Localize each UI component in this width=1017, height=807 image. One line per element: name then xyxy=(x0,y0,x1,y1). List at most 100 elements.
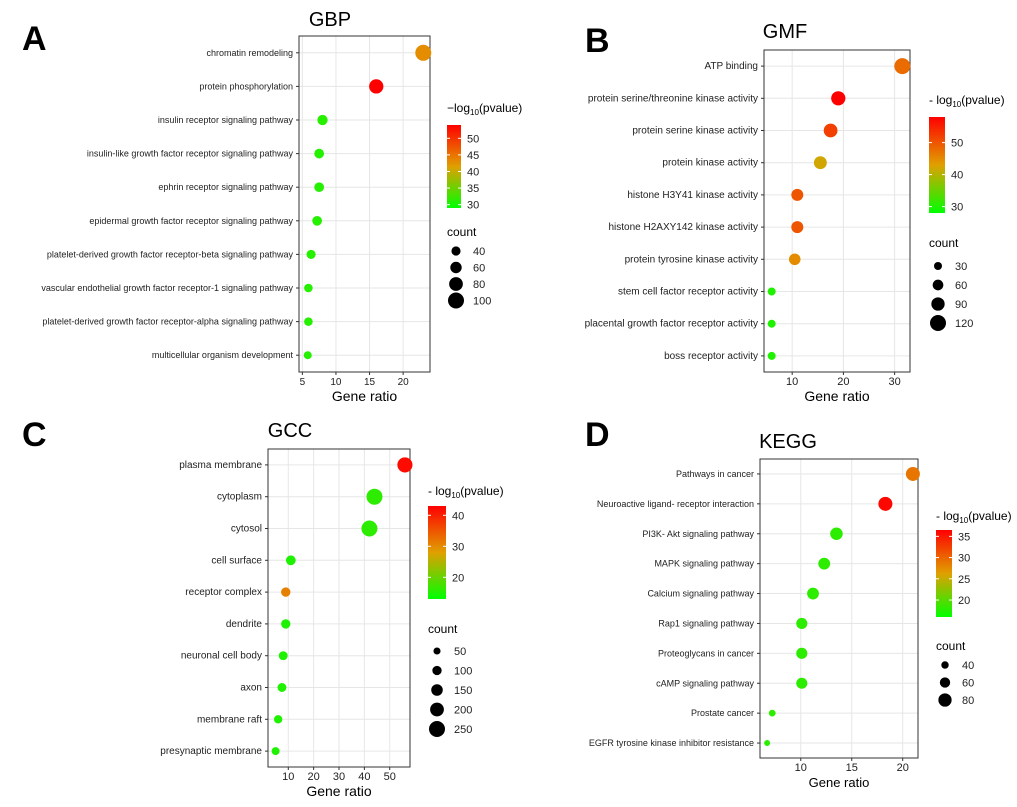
y-tick-label: axon xyxy=(240,683,262,694)
data-point xyxy=(285,555,296,566)
x-axis-label: Gene ratio xyxy=(332,388,398,404)
color-legend-label: 40 xyxy=(467,166,479,178)
x-tick-label: 20 xyxy=(837,376,849,388)
color-legend-label: 40 xyxy=(452,510,464,522)
plot-frame xyxy=(763,49,911,373)
x-tick-label: 20 xyxy=(398,377,410,388)
size-legend-label: 100 xyxy=(454,666,472,678)
size-legend-title: count xyxy=(929,236,959,250)
data-point xyxy=(281,619,291,629)
y-tick-label: Neuroactive ligand- receptor interaction xyxy=(597,499,754,509)
data-point xyxy=(304,283,313,293)
color-legend-label: 20 xyxy=(958,595,970,607)
y-tick-label: ephrin receptor signaling pathway xyxy=(158,182,293,192)
color-legend-bar xyxy=(936,530,952,617)
data-point xyxy=(767,287,776,296)
panel-gcc: C GCC plasma membrane cytoplasm cytosol cell … xyxy=(22,416,504,799)
y-tick-label: presynaptic membrane xyxy=(160,746,262,757)
color-legend-label: 30 xyxy=(452,541,464,553)
x-tick-label: 20 xyxy=(308,771,320,783)
size-legend-label: 40 xyxy=(473,246,485,258)
panel-letter: D xyxy=(585,416,610,454)
data-point xyxy=(314,182,325,193)
data-point xyxy=(366,488,383,505)
y-tick-label: protein serine/threonine kinase activity xyxy=(588,93,758,104)
y-tick-label: boss receptor activity xyxy=(664,351,758,362)
color-legend-bar xyxy=(447,125,461,208)
color-legend-label: 35 xyxy=(958,531,970,543)
y-tick-label: Pathways in cancer xyxy=(676,469,754,479)
y-tick-label: neuronal cell body xyxy=(181,651,262,662)
y-tick-label: Calcium signaling pathway xyxy=(647,589,754,599)
y-tick-label: Rap1 signaling pathway xyxy=(658,618,754,628)
y-tick-label: placental growth factor receptor activit… xyxy=(585,319,758,330)
data-point xyxy=(767,351,776,360)
color-legend-title: −log10(pvalue) xyxy=(447,101,522,117)
y-tick-label: histone H3Y41 kinase activity xyxy=(627,190,758,201)
y-tick-label: chromatin remodeling xyxy=(206,48,293,58)
size-legend-title: count xyxy=(447,225,477,239)
color-legend-label: 20 xyxy=(452,572,464,584)
size-legend-label: 200 xyxy=(454,705,472,717)
size-legend-label: 60 xyxy=(955,280,967,292)
y-tick-label: insulin-like growth factor receptor sign… xyxy=(87,149,294,159)
data-point xyxy=(397,457,413,473)
size-legend-dot xyxy=(934,262,942,270)
y-tick-label: multicellular organism development xyxy=(152,350,294,360)
color-legend-bar xyxy=(428,506,446,599)
y-tick-label: Prostate cancer xyxy=(691,708,754,718)
y-tick-label: Proteoglycans in cancer xyxy=(658,648,754,658)
color-legend-label: 50 xyxy=(951,138,963,150)
size-legend-dot xyxy=(938,693,952,707)
size-legend-label: 120 xyxy=(955,318,973,330)
x-tick-label: 15 xyxy=(846,762,858,774)
size-legend-label: 80 xyxy=(962,695,974,707)
data-point xyxy=(831,91,846,106)
color-legend-label: 30 xyxy=(951,202,963,214)
y-tick-label: vascular endothelial growth factor recep… xyxy=(41,283,293,293)
color-legend-label: 45 xyxy=(467,150,479,162)
x-tick-label: 20 xyxy=(897,762,909,774)
data-point xyxy=(878,496,893,511)
color-legend-title: - log10(pvalue) xyxy=(936,509,1012,525)
data-point xyxy=(277,683,287,692)
x-tick-label: 10 xyxy=(786,376,798,388)
color-legend-bar xyxy=(929,117,945,213)
size-legend-label: 90 xyxy=(955,299,967,311)
x-tick-label: 40 xyxy=(358,771,370,783)
data-point xyxy=(304,317,313,326)
size-legend-label: 30 xyxy=(955,261,967,273)
y-tick-label: cAMP signaling pathway xyxy=(656,678,754,688)
size-legend-label: 50 xyxy=(454,646,466,658)
chart-title: GBP xyxy=(309,9,351,31)
panel-gbp: A GBP chromatin remodeling protein phosphor… xyxy=(22,9,522,404)
size-legend-dot xyxy=(932,279,944,291)
data-point xyxy=(317,114,328,126)
size-legend-dot xyxy=(451,246,461,256)
y-tick-label: cytosol xyxy=(231,524,262,535)
size-legend-label: 250 xyxy=(454,724,472,736)
data-point xyxy=(823,123,838,138)
y-tick-label: PI3K- Akt signaling pathway xyxy=(642,529,754,539)
data-point xyxy=(796,617,808,629)
size-legend-label: 60 xyxy=(962,678,974,690)
y-tick-label: protein serine kinase activity xyxy=(632,126,758,137)
color-legend-label: 30 xyxy=(467,200,479,212)
data-point xyxy=(830,527,843,541)
y-tick-label: membrane raft xyxy=(197,714,262,725)
x-tick-label: 30 xyxy=(889,376,901,388)
size-legend-dot xyxy=(432,665,442,676)
x-tick-label: 50 xyxy=(384,771,396,783)
panel-letter: B xyxy=(585,22,610,60)
data-point xyxy=(807,587,819,600)
y-tick-label: dendrite xyxy=(226,619,263,630)
data-point xyxy=(788,253,801,266)
y-tick-label: histone H2AXY142 kinase activity xyxy=(608,222,758,233)
data-point xyxy=(813,156,827,170)
size-legend-label: 80 xyxy=(473,279,485,291)
data-point xyxy=(767,319,776,328)
color-legend-title: - log10(pvalue) xyxy=(929,93,1005,109)
x-axis-label: Gene ratio xyxy=(804,388,870,404)
size-legend-dot xyxy=(433,647,441,655)
